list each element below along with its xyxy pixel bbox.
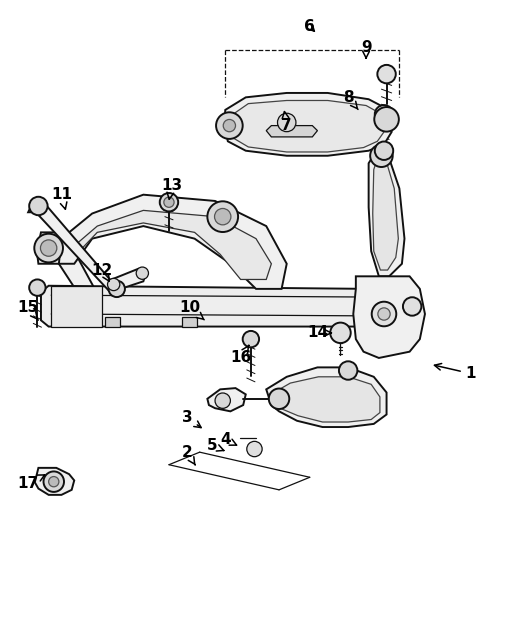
Circle shape bbox=[375, 141, 393, 160]
Circle shape bbox=[40, 240, 57, 256]
Circle shape bbox=[278, 113, 296, 132]
Circle shape bbox=[377, 65, 396, 84]
Circle shape bbox=[49, 477, 59, 487]
Polygon shape bbox=[353, 276, 425, 358]
Text: 7: 7 bbox=[282, 112, 292, 133]
Text: 16: 16 bbox=[230, 345, 251, 365]
Polygon shape bbox=[266, 367, 387, 427]
Circle shape bbox=[136, 267, 148, 279]
Polygon shape bbox=[373, 157, 398, 270]
Circle shape bbox=[160, 193, 178, 212]
Polygon shape bbox=[35, 468, 74, 495]
Text: 6: 6 bbox=[305, 19, 315, 34]
Text: 11: 11 bbox=[51, 187, 72, 209]
Circle shape bbox=[372, 301, 396, 327]
Circle shape bbox=[269, 389, 289, 409]
Polygon shape bbox=[369, 151, 404, 276]
Circle shape bbox=[374, 107, 399, 132]
Polygon shape bbox=[182, 317, 197, 327]
Circle shape bbox=[29, 279, 46, 296]
Text: 3: 3 bbox=[182, 410, 201, 428]
Text: 15: 15 bbox=[17, 300, 39, 320]
Text: 10: 10 bbox=[179, 300, 204, 320]
Polygon shape bbox=[207, 388, 246, 411]
Circle shape bbox=[164, 197, 174, 207]
Text: 5: 5 bbox=[207, 438, 224, 453]
Polygon shape bbox=[51, 286, 102, 327]
Text: 2: 2 bbox=[182, 445, 195, 465]
Circle shape bbox=[109, 281, 125, 297]
Circle shape bbox=[34, 234, 63, 263]
Polygon shape bbox=[110, 269, 146, 290]
Circle shape bbox=[215, 393, 230, 408]
Circle shape bbox=[403, 297, 421, 316]
Circle shape bbox=[370, 144, 393, 167]
Circle shape bbox=[247, 441, 262, 457]
Polygon shape bbox=[28, 201, 120, 295]
Circle shape bbox=[378, 308, 390, 320]
Text: 17: 17 bbox=[17, 475, 45, 491]
Circle shape bbox=[339, 361, 357, 380]
Polygon shape bbox=[37, 232, 95, 301]
Circle shape bbox=[375, 105, 393, 124]
Circle shape bbox=[223, 119, 236, 132]
Polygon shape bbox=[224, 93, 392, 156]
Polygon shape bbox=[59, 195, 287, 289]
Polygon shape bbox=[105, 317, 120, 327]
Polygon shape bbox=[266, 126, 317, 137]
Circle shape bbox=[29, 197, 48, 215]
Text: 13: 13 bbox=[161, 178, 182, 199]
Circle shape bbox=[330, 323, 351, 343]
Circle shape bbox=[108, 278, 120, 291]
Polygon shape bbox=[230, 100, 384, 152]
Polygon shape bbox=[41, 286, 379, 327]
Text: 9: 9 bbox=[361, 40, 371, 58]
Text: 12: 12 bbox=[92, 263, 113, 281]
Circle shape bbox=[215, 208, 231, 225]
Polygon shape bbox=[72, 210, 271, 279]
Circle shape bbox=[243, 331, 259, 347]
Text: 8: 8 bbox=[343, 90, 358, 109]
Circle shape bbox=[207, 202, 238, 232]
Circle shape bbox=[44, 472, 64, 492]
Text: 14: 14 bbox=[307, 325, 331, 340]
Polygon shape bbox=[274, 377, 380, 422]
Circle shape bbox=[216, 112, 243, 139]
Text: 1: 1 bbox=[435, 364, 476, 381]
Text: 4: 4 bbox=[220, 432, 237, 447]
